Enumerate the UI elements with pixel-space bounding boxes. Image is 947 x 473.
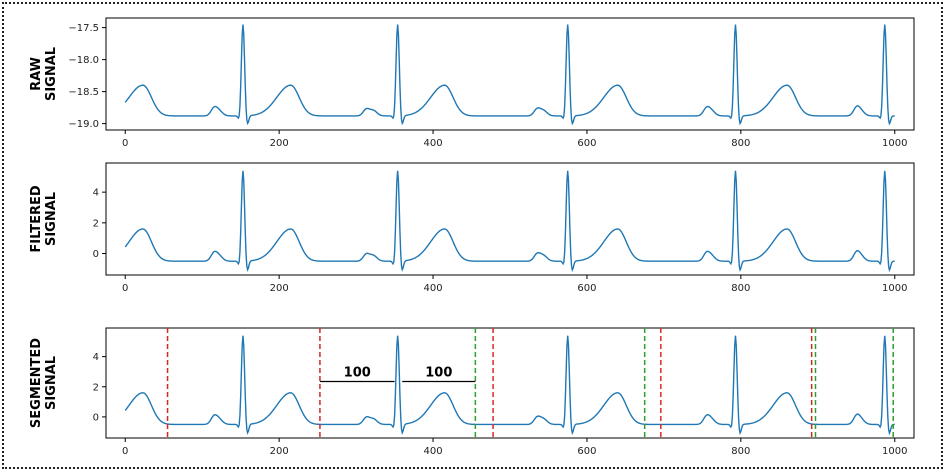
x-tick-label: 600 (577, 138, 596, 149)
x-tick-label: 400 (424, 138, 443, 149)
plot-frame (105, 162, 915, 276)
y-tick-label: 0 (93, 249, 99, 260)
chart-panel: 0 200 400 600 800 1000 −19.0 −18.5 −18.0 −17.5 RAW… (29, 17, 915, 149)
y-axis-label-line: SIGNAL (44, 356, 59, 410)
chart-panel: 0 200 400 600 800 1000 0 2 4 SEGMENTEDSIGNAL 100 10… (29, 327, 915, 457)
y-axis-label: FILTEREDSIGNAL (29, 185, 59, 252)
chart-panel: 0 200 400 600 800 1000 0 2 4 FILTEREDSIGNAL (29, 162, 915, 294)
signal-series (124, 335, 895, 436)
y-tick-label: 2 (93, 382, 99, 393)
x-tick-label: 200 (270, 283, 289, 294)
x-tick-label: 1000 (882, 138, 907, 149)
y-tick-label: 0 (93, 412, 99, 423)
y-tick-label: −18.5 (68, 87, 99, 98)
x-tick-label: 800 (731, 283, 750, 294)
x-tick-label: 600 (577, 446, 596, 457)
interval-label: 100 (344, 365, 371, 380)
y-axis-label-line: SEGMENTED (29, 338, 44, 428)
x-tick-label: 1000 (882, 283, 907, 294)
x-tick-label: 0 (122, 138, 128, 149)
x-tick-label: 800 (731, 446, 750, 457)
y-axis-label-line: FILTERED (29, 185, 44, 252)
x-tick-label: 800 (731, 138, 750, 149)
y-tick-label: 4 (93, 188, 99, 199)
signal-series (124, 170, 895, 273)
x-tick-label: 1000 (882, 446, 907, 457)
y-axis-label-line: SIGNAL (44, 192, 59, 246)
plot-frame (105, 327, 915, 439)
y-axis-label: RAWSIGNAL (29, 47, 59, 101)
plot-frame (105, 17, 915, 131)
y-axis-label: SEGMENTEDSIGNAL (29, 338, 59, 428)
y-axis-label-line: RAW (29, 57, 44, 91)
y-axis-label-line: SIGNAL (44, 47, 59, 101)
x-tick-label: 0 (122, 283, 128, 294)
x-tick-label: 0 (122, 446, 128, 457)
y-tick-label: 4 (93, 352, 99, 363)
interval-label: 100 (425, 365, 452, 380)
y-tick-label: 2 (93, 218, 99, 229)
signal-series (124, 24, 895, 126)
x-tick-label: 400 (424, 446, 443, 457)
x-tick-label: 200 (270, 446, 289, 457)
y-tick-label: −19.0 (68, 119, 99, 130)
x-tick-label: 200 (270, 138, 289, 149)
x-tick-label: 400 (424, 283, 443, 294)
y-tick-label: −17.5 (68, 23, 99, 34)
y-tick-label: −18.0 (68, 55, 99, 66)
x-tick-label: 600 (577, 283, 596, 294)
